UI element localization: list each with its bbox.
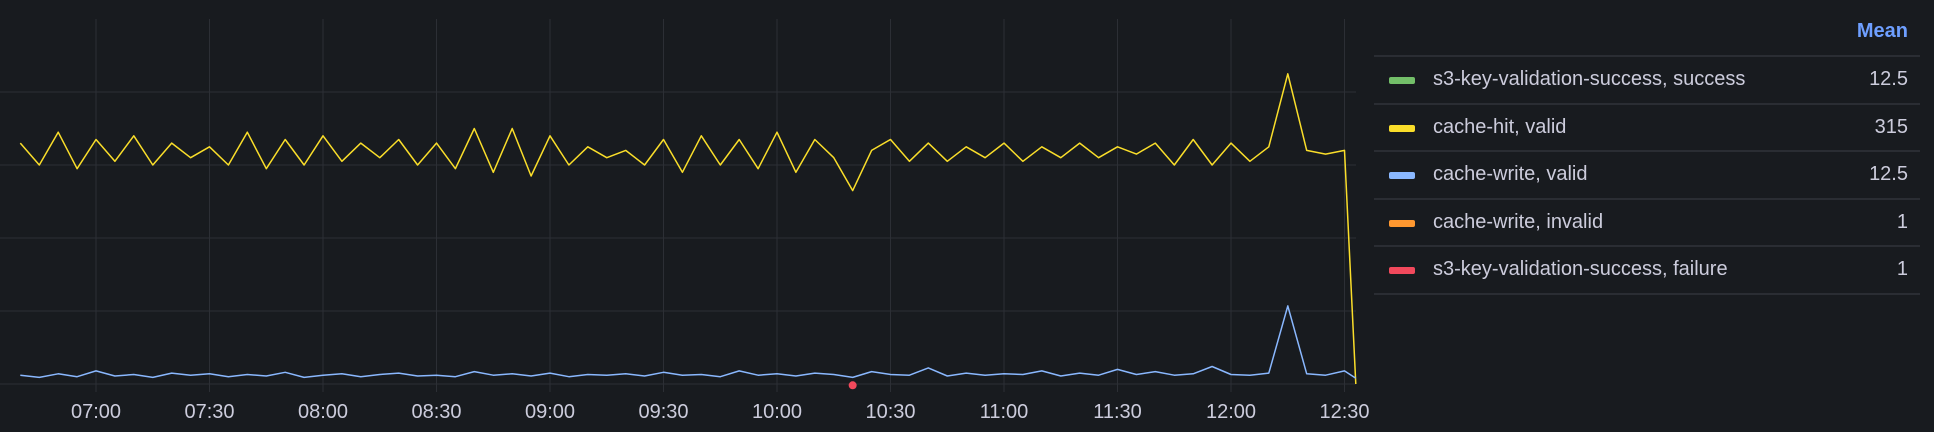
legend-row[interactable]: s3-key-validation-success, failure 1 xyxy=(1374,247,1920,295)
legend-row[interactable]: cache-hit, valid 315 xyxy=(1374,105,1920,152)
x-tick-label: 10:00 xyxy=(752,401,802,423)
legend-row[interactable]: s3-key-validation-success, success 12.5 xyxy=(1374,57,1920,105)
legend-table: Mean s3-key-validation-success, success 1… xyxy=(1374,0,1920,295)
series-color-swatch xyxy=(1389,77,1415,84)
x-tick-label: 12:00 xyxy=(1206,401,1256,423)
time-series-plot[interactable]: 07:00 07:30 08:00 08:30 09:00 09:30 10:00 10:30… xyxy=(0,0,1370,432)
x-tick-label: 11:30 xyxy=(1093,401,1142,423)
series-mean: 1 xyxy=(1896,258,1908,280)
x-tick-label: 12:30 xyxy=(1319,401,1369,423)
grid xyxy=(0,19,1356,392)
series-lines xyxy=(19,73,1357,390)
legend-row[interactable]: cache-write, valid 12.5 xyxy=(1374,152,1920,200)
series-color-swatch xyxy=(1389,267,1415,274)
x-tick-label: 07:30 xyxy=(184,401,234,423)
series-name[interactable]: cache-write, valid xyxy=(1433,163,1588,185)
series-line-2 xyxy=(20,305,1357,379)
series-color-swatch xyxy=(1389,219,1415,227)
x-axis: 07:00 07:30 08:00 08:30 09:00 09:30 10:00 10:30… xyxy=(71,401,1370,423)
series-mean: 12.5 xyxy=(1869,68,1908,90)
series-mean: 1 xyxy=(1896,210,1908,233)
x-tick-label: 08:30 xyxy=(411,401,461,423)
series-name[interactable]: cache-hit, valid xyxy=(1433,115,1567,138)
series-color-swatch xyxy=(1389,124,1415,132)
series-mean: 12.5 xyxy=(1869,163,1908,185)
x-tick-label: 10:30 xyxy=(865,401,915,423)
series-name[interactable]: s3-key-validation-success, success xyxy=(1433,68,1746,90)
x-tick-label: 09:30 xyxy=(638,401,688,423)
series-name[interactable]: cache-write, invalid xyxy=(1433,210,1604,233)
x-tick-label: 11:00 xyxy=(980,401,1029,423)
series-color-swatch xyxy=(1389,172,1415,179)
legend-header: Mean xyxy=(1374,0,1920,57)
x-tick-label: 08:00 xyxy=(298,401,348,423)
x-tick-label: 09:00 xyxy=(525,401,575,423)
series-mean: 315 xyxy=(1874,115,1908,138)
series-line-1 xyxy=(19,73,1357,385)
failure-point xyxy=(848,381,857,390)
x-tick-label: 07:00 xyxy=(71,401,121,423)
mean-column-header[interactable]: Mean xyxy=(1856,20,1908,42)
legend-row[interactable]: cache-write, invalid 1 xyxy=(1374,200,1920,247)
series-name[interactable]: s3-key-validation-success, failure xyxy=(1433,258,1728,280)
